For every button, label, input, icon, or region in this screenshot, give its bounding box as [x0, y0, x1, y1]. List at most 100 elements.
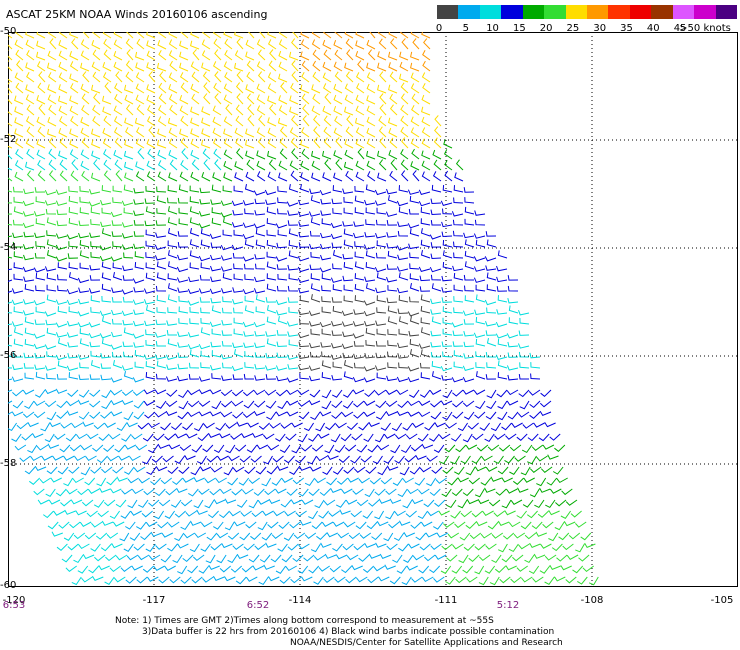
wind-barb — [418, 189, 431, 195]
wind-barb — [265, 297, 277, 303]
legend-label: >50 knots — [679, 23, 731, 34]
wind-barb — [333, 94, 343, 105]
wind-barb — [297, 433, 308, 443]
wind-barb — [345, 126, 354, 138]
wind-barb — [257, 137, 266, 149]
wind-barb — [182, 422, 193, 431]
wind-barb — [485, 265, 497, 271]
wind-barb — [79, 262, 90, 270]
wind-barb — [165, 400, 178, 407]
wind-barb — [440, 200, 453, 206]
wind-barb — [14, 171, 24, 182]
wind-barb — [357, 60, 365, 72]
wind-barb — [134, 251, 145, 259]
wind-barb — [23, 276, 35, 282]
wind-barb — [154, 354, 167, 360]
wind-barb — [219, 510, 230, 519]
wind-barb — [497, 339, 508, 347]
wind-barb — [88, 322, 101, 328]
wind-barb — [110, 211, 123, 218]
wind-barb — [365, 339, 376, 347]
wind-barb — [463, 187, 475, 193]
wind-barb — [275, 389, 288, 397]
wind-barb — [400, 104, 409, 116]
wind-barb — [59, 170, 68, 182]
wind-barb — [209, 288, 222, 294]
wind-barb — [298, 221, 310, 227]
wind-barb — [221, 375, 233, 381]
wind-barb — [240, 433, 253, 439]
wind-barb — [142, 565, 155, 573]
wind-barb — [255, 466, 267, 475]
wind-barb — [81, 104, 90, 116]
wind-barb — [253, 288, 266, 294]
wind-barb — [450, 510, 461, 519]
wind-barb — [22, 200, 35, 207]
wind-barb — [287, 220, 299, 226]
wind-barb — [56, 411, 68, 419]
wind-barb — [425, 532, 438, 538]
wind-barb — [532, 576, 544, 583]
wind-barb — [134, 117, 145, 127]
wind-barb — [22, 299, 35, 305]
wind-barb — [397, 488, 408, 498]
wind-barb — [209, 321, 222, 327]
wind-barb — [374, 266, 387, 273]
wind-barb — [185, 510, 197, 517]
wind-barb — [168, 39, 178, 50]
wind-barb — [200, 350, 211, 358]
wind-barb — [342, 400, 354, 409]
wind-barb — [368, 553, 381, 559]
wind-barb — [133, 243, 145, 250]
wind-barb — [47, 521, 59, 530]
wind-barb — [102, 32, 112, 39]
wind-barb — [308, 510, 319, 520]
wind-barb — [200, 543, 211, 552]
wind-barb — [344, 83, 354, 94]
wind-barb — [47, 443, 60, 449]
wind-barb — [463, 353, 475, 359]
wind-barb — [46, 294, 57, 303]
wind-barb — [92, 115, 101, 127]
wind-barb — [410, 83, 420, 94]
wind-barb — [111, 318, 123, 325]
wind-barb — [453, 307, 464, 314]
wind-barb — [309, 230, 321, 237]
wind-barb — [363, 565, 375, 573]
wind-barb — [322, 172, 332, 182]
wind-barb — [132, 333, 145, 339]
wind-barb — [133, 287, 145, 293]
wind-barb — [13, 251, 24, 259]
wind-barb — [132, 389, 145, 396]
wind-barb — [47, 62, 57, 72]
wind-barb — [211, 184, 222, 193]
wind-barb — [513, 477, 525, 485]
wind-barb — [343, 466, 355, 474]
wind-barb — [232, 342, 244, 349]
wind-barb — [137, 148, 145, 160]
wind-barb — [401, 170, 409, 182]
wind-barb — [80, 83, 90, 94]
wind-barb — [311, 160, 321, 171]
wind-barb — [386, 297, 398, 304]
wind-barb — [8, 148, 13, 160]
wind-barb — [295, 510, 307, 517]
wind-barb — [216, 554, 227, 564]
wind-barb — [322, 72, 332, 83]
wind-barb — [429, 234, 442, 240]
wind-barb — [376, 328, 387, 336]
wind-barb — [8, 378, 13, 381]
wind-barb — [254, 198, 266, 205]
wind-barb — [120, 565, 132, 572]
wind-barb — [539, 565, 551, 574]
wind-barb — [165, 376, 178, 382]
wind-barb — [69, 149, 79, 160]
wind-barb — [334, 49, 343, 61]
wind-barb — [394, 510, 406, 517]
wind-barb — [113, 105, 123, 116]
wind-barb — [367, 49, 376, 61]
longitude-label: -108 — [580, 595, 604, 606]
wind-barb — [247, 422, 259, 428]
wind-barb — [126, 422, 138, 428]
wind-barb — [552, 466, 564, 475]
